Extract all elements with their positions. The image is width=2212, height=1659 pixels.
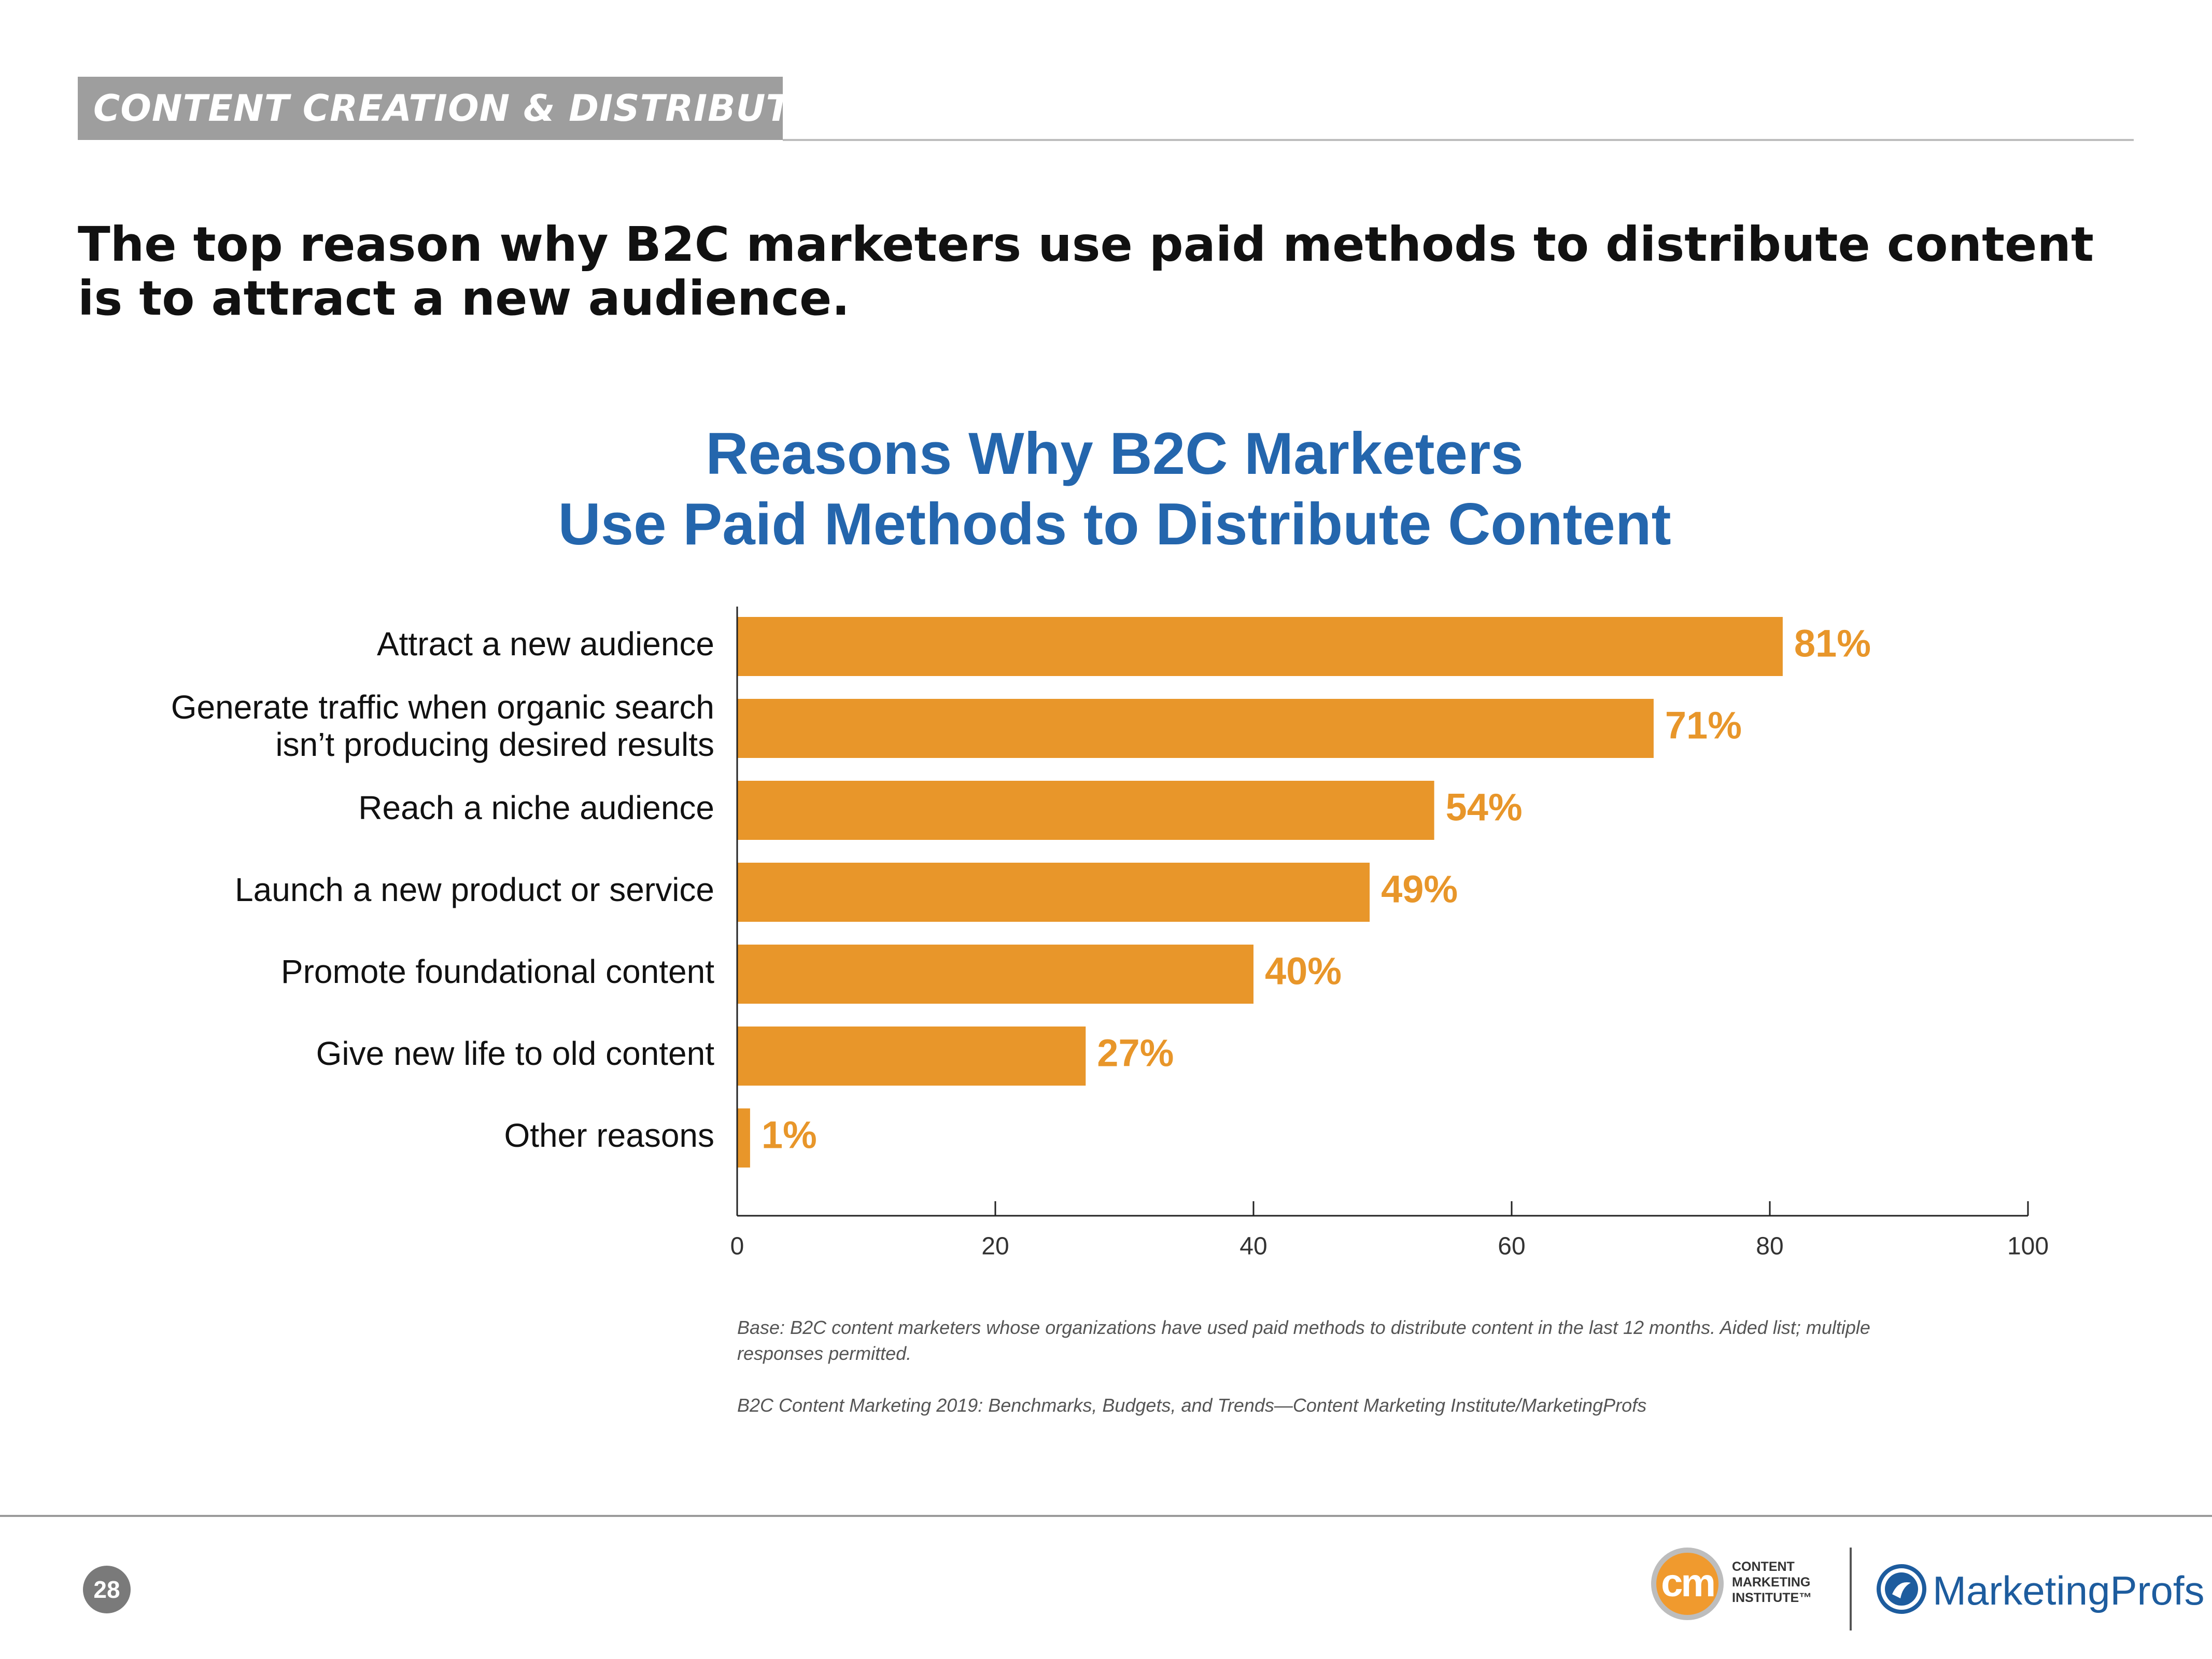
cmi-logo-badge: cm — [1651, 1548, 1724, 1620]
cmi-logo-line-3: INSTITUTE™ — [1732, 1591, 1812, 1605]
x-tick-label: 80 — [1756, 1233, 1783, 1260]
marketingprofs-logo-text: MarketingProfs — [1933, 1568, 2205, 1613]
x-tick-label: 60 — [1498, 1233, 1525, 1260]
category-label: Attract a new audience — [377, 625, 714, 663]
cmi-logo-line-1: CONTENT — [1732, 1559, 1795, 1574]
bar — [737, 1108, 750, 1168]
category-label: Give new life to old content — [316, 1035, 715, 1072]
bar-value-label: 54% — [1446, 786, 1523, 829]
x-tick-label: 0 — [730, 1233, 744, 1260]
category-label: Other reasons — [504, 1117, 714, 1154]
base-note: Base: B2C content marketers whose organi… — [737, 1317, 1870, 1364]
bar-value-label: 81% — [1794, 622, 1871, 665]
bar — [737, 699, 1654, 758]
logo-divider — [1850, 1548, 1852, 1630]
section-tab: CONTENT CREATION & DISTRIBUTION — [78, 77, 783, 140]
chart-title-line-1: Reasons Why B2C Marketers — [706, 421, 1524, 487]
source-note: B2C Content Marketing 2019: Benchmarks, … — [737, 1395, 1647, 1416]
x-tick-label: 20 — [981, 1233, 1009, 1260]
category-label: Generate traffic when organic search — [171, 688, 714, 726]
bar — [737, 1027, 1086, 1086]
chart-title-line-2: Use Paid Methods to Distribute Content — [558, 491, 1671, 557]
bar — [737, 945, 1253, 1004]
page-number: 28 — [83, 1566, 131, 1613]
bar-value-label: 49% — [1381, 868, 1458, 911]
bar — [737, 863, 1370, 922]
chart-title: Reasons Why B2C Marketers Use Paid Metho… — [0, 419, 2212, 560]
marketingprofs-icon — [1877, 1564, 1926, 1614]
footer-rule — [0, 1515, 2212, 1517]
bar-value-label: 27% — [1097, 1032, 1174, 1075]
cmi-logo-text: CONTENT MARKETING INSTITUTE™ — [1732, 1559, 1830, 1606]
cmi-logo: cm CONTENT MARKETING INSTITUTE™ — [1651, 1548, 1812, 1625]
bar — [737, 617, 1783, 676]
bar — [737, 781, 1434, 840]
bar-value-label: 71% — [1665, 704, 1742, 747]
bar-value-label: 1% — [762, 1114, 817, 1157]
cmi-logo-line-2: MARKETING — [1732, 1575, 1811, 1590]
x-tick-label: 40 — [1239, 1233, 1267, 1260]
category-label: Launch a new product or service — [235, 871, 714, 908]
category-label: Promote foundational content — [281, 953, 714, 990]
category-label: isn’t producing desired results — [275, 726, 714, 763]
headline: The top reason why B2C marketers use pai… — [78, 217, 2094, 326]
marketingprofs-logo: MarketingProfs — [1877, 1563, 2205, 1620]
category-label: Reach a niche audience — [358, 789, 714, 826]
x-tick-label: 100 — [2007, 1233, 2049, 1260]
header-rule — [783, 139, 2134, 141]
bar-value-label: 40% — [1265, 950, 1342, 993]
bar-chart: 81% Attract a new audience 71% Generate tra… — [171, 607, 2049, 1260]
